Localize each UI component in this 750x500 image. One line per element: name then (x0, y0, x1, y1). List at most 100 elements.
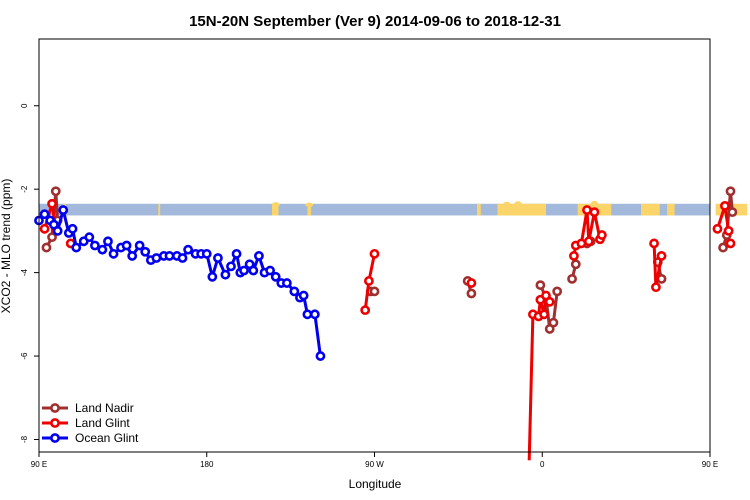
data-point (712, 223, 723, 234)
data-point (265, 265, 276, 276)
data-point (718, 242, 728, 253)
data-point (725, 238, 736, 249)
data-point (302, 309, 313, 320)
data-point (207, 271, 218, 282)
data-point (67, 223, 78, 234)
data-point (589, 207, 600, 218)
data-point (97, 244, 108, 255)
data-point (248, 265, 259, 276)
data-point (50, 186, 61, 197)
land-band-segment (477, 203, 481, 216)
data-point (596, 230, 607, 240)
data-point (364, 276, 374, 286)
data-point (103, 236, 113, 247)
data-point (360, 305, 371, 316)
data-point (298, 290, 309, 301)
series-layer (34, 186, 738, 461)
land-band-segment (271, 202, 280, 208)
data-point (309, 309, 320, 320)
y-tick-label: -2 (20, 185, 29, 193)
land-band-segment (305, 202, 314, 207)
data-point (723, 225, 734, 236)
data-point (52, 225, 63, 236)
data-point (213, 253, 223, 263)
legend-label: Ocean Glint (75, 431, 139, 445)
land-band-segment (667, 203, 675, 216)
data-point (226, 261, 236, 272)
data-point (151, 253, 162, 263)
data-point (466, 288, 477, 299)
data-point (552, 286, 563, 297)
land-band-segment (497, 203, 546, 216)
land-band-segment (590, 200, 599, 209)
data-point (177, 253, 188, 263)
land-band-segment (641, 203, 660, 216)
legend-marker (50, 433, 60, 443)
data-point (58, 205, 69, 215)
data-point (583, 236, 594, 247)
data-point (164, 251, 175, 261)
series-ocean-glint (34, 205, 326, 361)
data-point (727, 207, 738, 218)
plot-frame (38, 38, 711, 453)
x-tick-label: 90 E (31, 460, 47, 469)
data-point (231, 248, 242, 259)
y-tick-label: -6 (20, 352, 29, 360)
x-axis-label: Longitude (349, 477, 402, 491)
y-tick-label: -8 (20, 435, 29, 443)
data-point (289, 286, 300, 297)
x-tick-label: 0 (540, 460, 545, 469)
data-point (569, 251, 579, 261)
chart-title: 15N-20N September (Ver 9) 2014-09-06 to … (189, 13, 561, 30)
x-tick-label: 90 E (702, 460, 718, 469)
data-point (239, 265, 249, 276)
data-point (41, 242, 52, 253)
data-point (539, 309, 550, 320)
data-point (466, 278, 477, 288)
land-band-segment (158, 203, 161, 216)
legend-marker (50, 418, 60, 428)
x-tick-label: 180 (200, 460, 214, 469)
data-point (201, 248, 212, 259)
data-point (140, 246, 151, 257)
data-point (47, 198, 57, 209)
data-point (535, 280, 546, 291)
data-point (548, 317, 559, 328)
legend-label: Land Nadir (75, 401, 134, 415)
data-point (108, 248, 119, 259)
land-band-segment (307, 203, 312, 216)
axis-ticks: 90 E 180 90 W 0 90 E 0 -2 -4 -6 -8 (20, 103, 718, 469)
ocean-band (39, 203, 710, 216)
data-point (315, 351, 326, 361)
data-point (720, 200, 730, 211)
data-point (570, 259, 581, 270)
data-point (281, 278, 292, 288)
data-point (134, 240, 145, 251)
land-band-segment (514, 201, 523, 209)
data-point (649, 238, 659, 249)
data-point (254, 251, 264, 261)
y-tick-label: -4 (20, 269, 29, 277)
data-point (127, 251, 138, 261)
data-point (567, 273, 577, 284)
y-tick-label: 0 (20, 103, 29, 108)
y-axis-label: XCO2 - MLO trend (ppm) (0, 179, 13, 314)
series-land-glint (39, 198, 736, 461)
data-point (121, 240, 132, 251)
data-point (270, 271, 281, 282)
legend-label: Land Glint (75, 416, 130, 430)
data-point (651, 282, 661, 293)
data-point (47, 232, 57, 243)
data-point (656, 251, 667, 261)
land-band-segment (502, 201, 511, 208)
data-point (544, 296, 555, 307)
data-point (576, 238, 587, 249)
data-point (369, 286, 380, 297)
data-point (183, 244, 194, 255)
data-point (39, 223, 50, 234)
data-point (84, 232, 95, 243)
x-tick-label: 90 W (365, 460, 384, 469)
legend-marker (50, 403, 60, 413)
